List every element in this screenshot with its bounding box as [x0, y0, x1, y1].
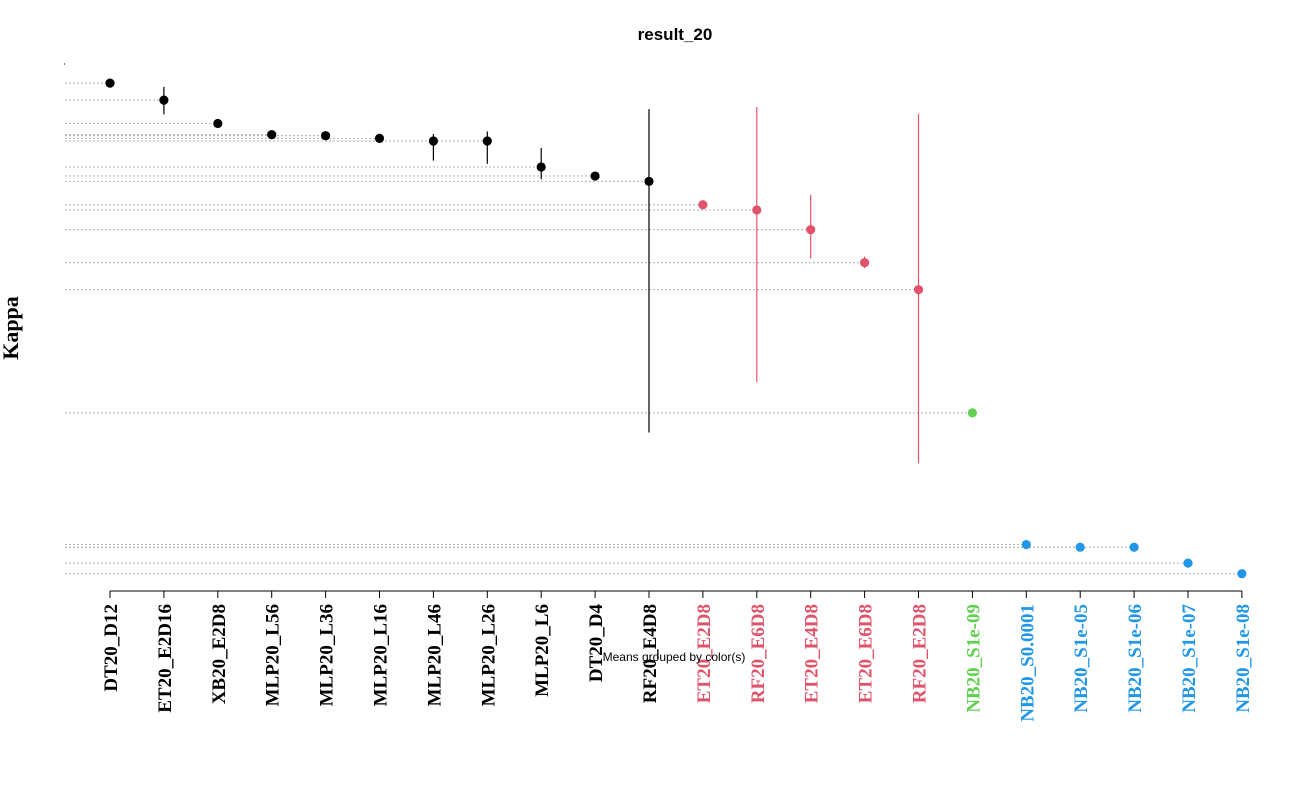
data-point: [806, 225, 816, 235]
x-tick-label: MLP20_L46: [424, 604, 445, 706]
data-point: [482, 136, 492, 146]
data-point: [105, 78, 115, 88]
data-point: [590, 171, 600, 181]
data-point: [752, 205, 762, 215]
data-point: [698, 200, 708, 210]
x-tick-label: XB20_E2D8: [209, 604, 230, 704]
data-point: [1183, 558, 1193, 568]
error-bars: [109, 79, 920, 464]
chart-subtitle: Means grouped by color(s): [603, 650, 746, 664]
data-point: [860, 257, 870, 268]
x-tick-label: RF20_E2D8: [910, 604, 931, 703]
x-tick-label: MLP20_L26: [478, 604, 499, 706]
data-point: [1129, 542, 1139, 552]
data-point: [428, 136, 438, 146]
y-axis-label: Kappa: [0, 296, 23, 360]
x-tick-label: ET20_E4D8: [802, 604, 823, 703]
data-point: [159, 95, 169, 105]
x-tick-label: RF20_E6D8: [748, 604, 769, 703]
data-point: [321, 131, 331, 141]
x-tick-label: NB20_S1e-07: [1179, 604, 1200, 713]
x-tick-label: ET20_E2D16: [155, 604, 176, 713]
x-tick-label: MLP20_L56: [263, 604, 284, 706]
data-point: [1237, 569, 1247, 579]
chart-title: result_20: [638, 25, 713, 44]
data-point: [644, 176, 654, 186]
x-tick-labels: DT20_D12 ET20_E2D16 XB20_E2D8 MLP20_L56 MLP2…: [101, 604, 1254, 722]
x-tick-label: NB20_S1e-05: [1071, 604, 1092, 713]
x-tick-label: ET20_E2D8: [694, 604, 715, 703]
data-point: [374, 133, 385, 143]
x-axis: [109, 590, 1243, 598]
x-tick-label: NB20_S1e-08: [1233, 604, 1254, 713]
x-tick-label: ET20_E6D8: [856, 604, 877, 703]
data-point: [213, 118, 223, 129]
data-point: [1021, 539, 1031, 550]
x-tick-label: MLP20_L36: [317, 604, 338, 706]
reference-lines: [65, 82, 1242, 575]
data-points: [105, 78, 1247, 579]
x-tick-label: NB20_S1e-06: [1125, 604, 1146, 713]
x-tick-label: MLP20_L16: [371, 604, 392, 706]
x-tick-label: NB20_S0.0001: [1017, 604, 1038, 722]
x-tick-label: DT20_D12: [101, 604, 122, 692]
x-tick-label: MLP20_L6: [532, 604, 553, 697]
x-tick-label: DT20_D4: [586, 604, 607, 683]
data-point: [536, 162, 546, 172]
data-point: [1075, 542, 1085, 552]
x-tick-label: NB20_S1e-09: [963, 604, 984, 713]
x-tick-label: RF20_E4D8: [640, 604, 661, 703]
data-point: [267, 130, 277, 140]
data-point: [967, 408, 978, 418]
data-point: [913, 285, 924, 295]
